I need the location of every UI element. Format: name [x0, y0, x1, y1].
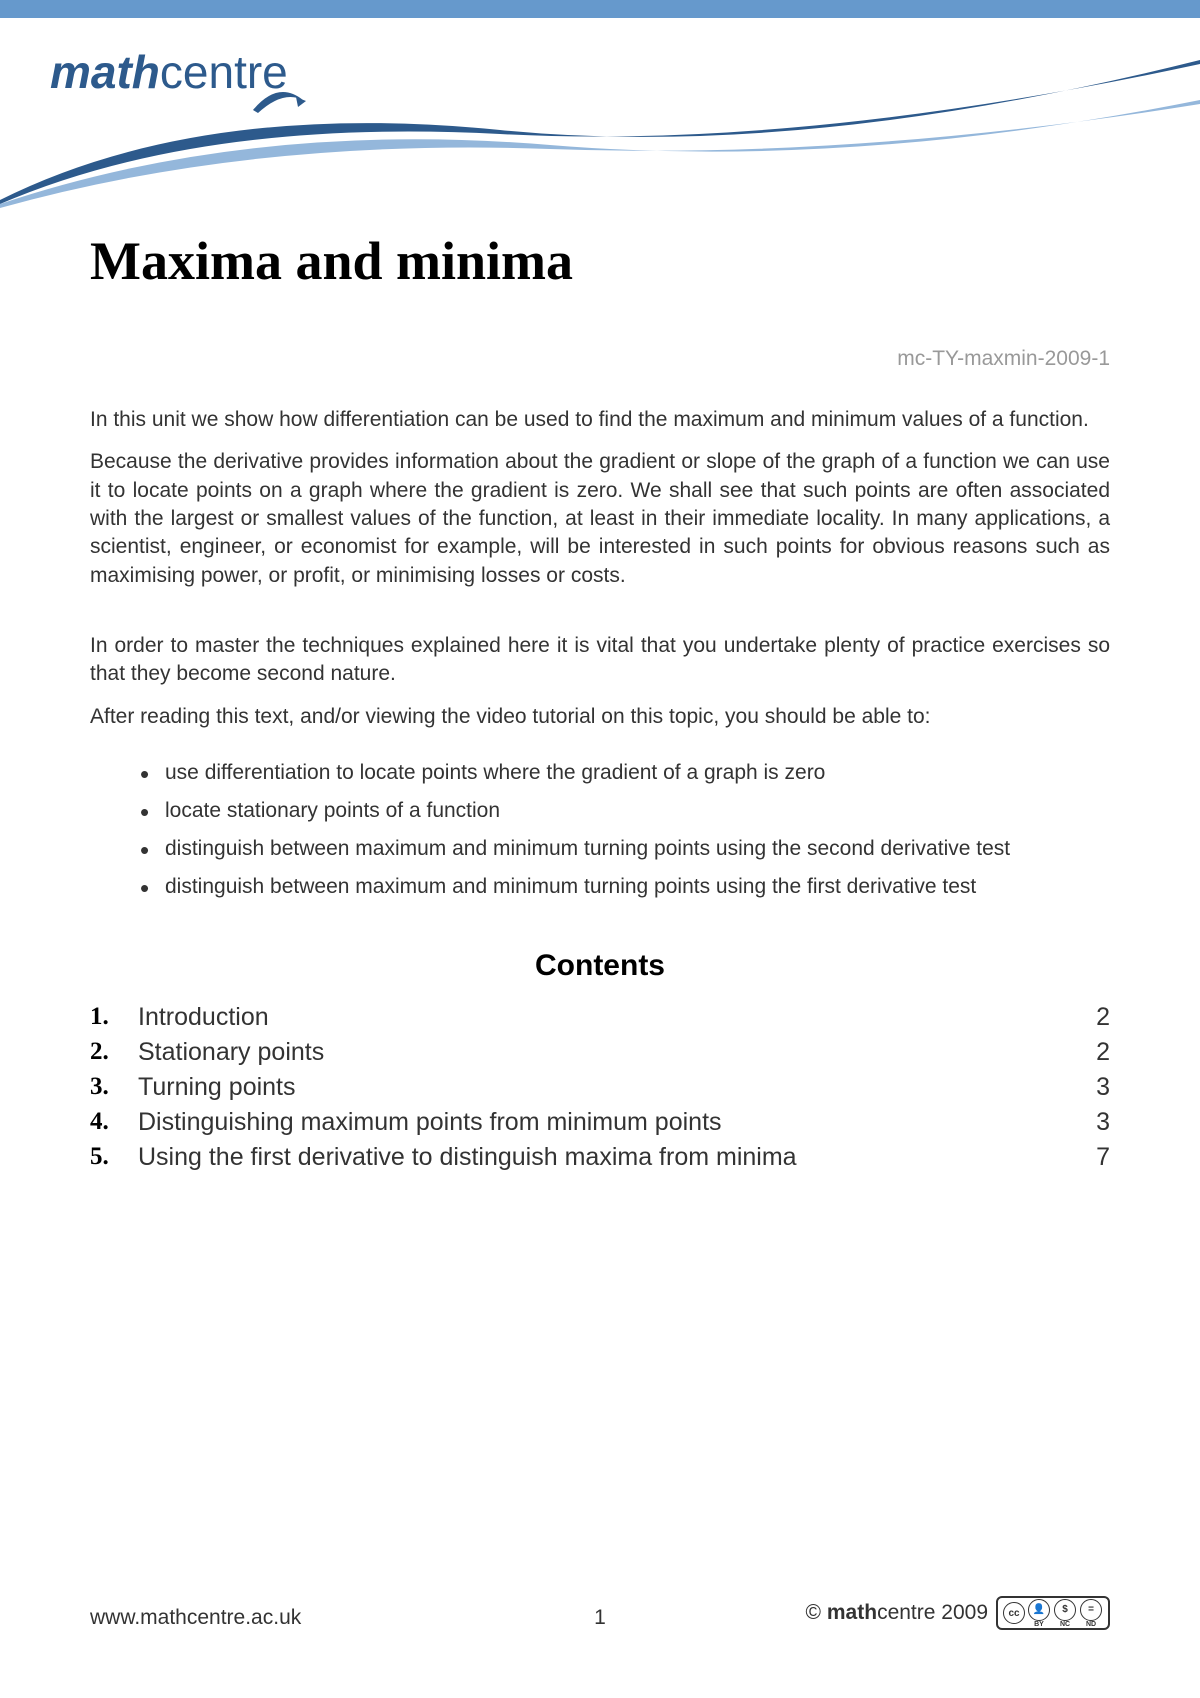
toc-row: 5. Using the first derivative to disting… — [90, 1143, 1110, 1172]
main-content: Maxima and minima mc-TY-maxmin-2009-1 In… — [0, 200, 1200, 1172]
copyright-brand-light: centre — [877, 1601, 935, 1624]
toc-number: 1. — [90, 1003, 138, 1032]
toc-number: 5. — [90, 1143, 138, 1172]
footer-copyright: © mathcentre 2009 cc 👤 BY $ NC = ND — [770, 1596, 1110, 1630]
document-title: Maxima and minima — [90, 230, 1110, 292]
copyright-symbol: © — [806, 1601, 821, 1624]
objectives-list: use differentiation to locate points whe… — [90, 761, 1110, 899]
contents-heading: Contents — [90, 949, 1110, 983]
toc-row: 3. Turning points 3 — [90, 1073, 1110, 1102]
intro-paragraph-1: In this unit we show how differentiation… — [90, 406, 1110, 434]
intro-paragraph-4: After reading this text, and/or viewing … — [90, 703, 1110, 731]
cc-license-badge: cc 👤 BY $ NC = ND — [996, 1596, 1110, 1630]
toc-row: 4. Distinguishing maximum points from mi… — [90, 1108, 1110, 1137]
toc-number: 3. — [90, 1073, 138, 1102]
toc-title: Turning points — [138, 1073, 1070, 1102]
toc-title: Distinguishing maximum points from minim… — [138, 1108, 1070, 1137]
toc-title: Stationary points — [138, 1038, 1070, 1067]
intro-paragraph-2: Because the derivative provides informat… — [90, 448, 1110, 590]
toc-title: Introduction — [138, 1003, 1070, 1032]
toc-page: 2 — [1070, 1038, 1110, 1067]
objective-item: distinguish between maximum and minimum … — [145, 875, 1110, 899]
footer-page-number: 1 — [430, 1606, 770, 1630]
objective-item: use differentiation to locate points whe… — [145, 761, 1110, 785]
copyright-year: 2009 — [941, 1601, 988, 1624]
toc-row: 2. Stationary points 2 — [90, 1038, 1110, 1067]
objective-item: distinguish between maximum and minimum … — [145, 837, 1110, 861]
table-of-contents: 1. Introduction 2 2. Stationary points 2… — [90, 1003, 1110, 1172]
brand-logo: mathcentre — [50, 45, 288, 99]
document-id: mc-TY-maxmin-2009-1 — [90, 347, 1110, 371]
toc-page: 2 — [1070, 1003, 1110, 1032]
toc-page: 7 — [1070, 1143, 1110, 1172]
header-banner: mathcentre — [0, 0, 1200, 200]
toc-number: 2. — [90, 1038, 138, 1067]
header-curve — [0, 0, 1200, 220]
toc-number: 4. — [90, 1108, 138, 1137]
logo-swoosh-icon — [248, 85, 308, 120]
intro-paragraph-3: In order to master the techniques explai… — [90, 632, 1110, 689]
cc-nd-icon: = ND — [1079, 1599, 1103, 1628]
logo-text-bold: math — [50, 46, 160, 98]
page-footer: www.mathcentre.ac.uk 1 © mathcentre 2009… — [90, 1596, 1110, 1630]
toc-page: 3 — [1070, 1108, 1110, 1137]
footer-url: www.mathcentre.ac.uk — [90, 1606, 430, 1630]
copyright-brand-bold: math — [827, 1601, 877, 1624]
toc-title: Using the first derivative to distinguis… — [138, 1143, 1070, 1172]
cc-icon: cc — [1003, 1602, 1025, 1624]
cc-by-icon: 👤 BY — [1027, 1599, 1051, 1628]
toc-row: 1. Introduction 2 — [90, 1003, 1110, 1032]
toc-page: 3 — [1070, 1073, 1110, 1102]
cc-nc-icon: $ NC — [1053, 1599, 1077, 1628]
objective-item: locate stationary points of a function — [145, 799, 1110, 823]
